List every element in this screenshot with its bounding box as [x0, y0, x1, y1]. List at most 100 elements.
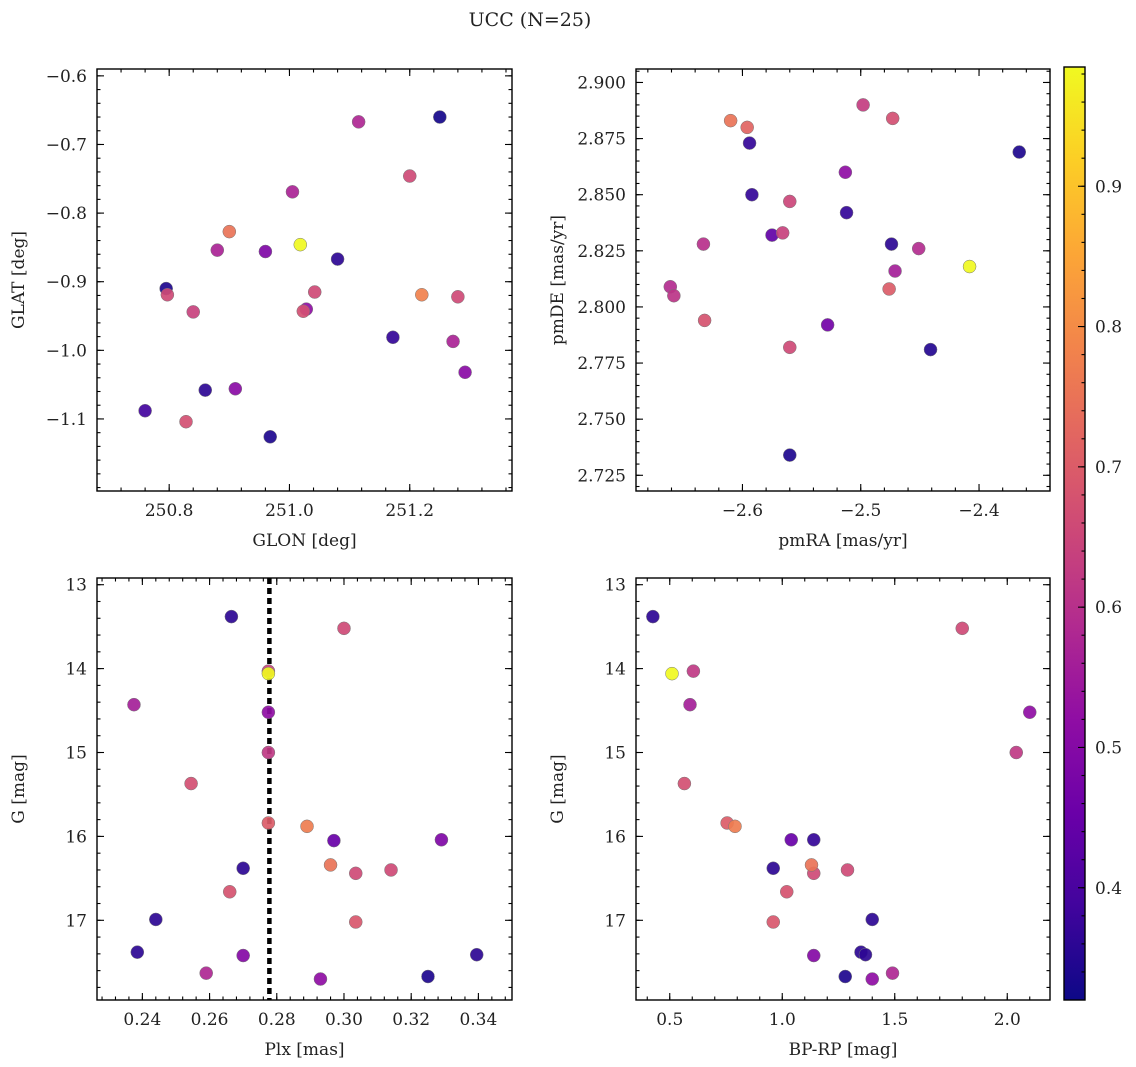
- data-point: [780, 885, 794, 899]
- data-point: [285, 185, 300, 199]
- data-point: [184, 776, 198, 791]
- colorbar-tick-label: 0.9: [1095, 177, 1122, 197]
- data-point: [962, 259, 977, 274]
- data-point: [723, 113, 738, 128]
- y-axis-label: G [mag]: [548, 754, 568, 823]
- y-tick-label: 2.750: [577, 410, 626, 430]
- data-point: [683, 697, 697, 712]
- y-tick-label: 2.725: [577, 466, 626, 486]
- data-point: [451, 290, 465, 304]
- data-point: [728, 819, 742, 834]
- data-point: [884, 237, 899, 251]
- data-point: [783, 194, 797, 209]
- y-tick-label: 16: [65, 827, 87, 847]
- data-point: [742, 136, 757, 150]
- data-point: [160, 288, 175, 302]
- colorbar-frame: [1063, 66, 1086, 1001]
- colorbar-tick-label: 0.5: [1095, 738, 1122, 758]
- data-point: [228, 382, 243, 396]
- data-point: [458, 365, 472, 380]
- panel-4: 0.5 1.0 1.5 2.0 13 14 15 16 17 BP-RP [mag] G [mag]: [548, 576, 1051, 1060]
- data-point: [323, 858, 338, 872]
- y-axis-label: G [mag]: [9, 754, 29, 823]
- data-point: [885, 966, 900, 980]
- data-point: [740, 120, 754, 135]
- data-point: [327, 833, 341, 848]
- colorbar-tick-label: 0.4: [1095, 879, 1122, 899]
- data-point: [911, 241, 926, 256]
- y-tick-label: −1.0: [46, 341, 87, 361]
- data-point: [783, 448, 797, 462]
- data-point: [307, 285, 322, 299]
- data-point: [696, 237, 711, 251]
- data-point: [236, 948, 250, 963]
- data-point: [646, 609, 660, 624]
- data-point: [839, 205, 854, 220]
- data-point: [784, 833, 798, 847]
- y-tick-label: 16: [604, 827, 626, 847]
- data-point: [888, 264, 902, 278]
- y-tick-label: 2.800: [577, 298, 626, 318]
- data-point: [138, 403, 152, 418]
- y-tick-label: −0.9: [46, 273, 87, 293]
- panel-2: −2.6 −2.5 −2.4 2.725 2.750 2.775 2.800 2.825 2.8…: [548, 68, 1051, 551]
- axes-frame: [635, 68, 1051, 492]
- data-point: [236, 861, 250, 876]
- data-point: [296, 304, 311, 318]
- data-point: [865, 912, 879, 927]
- data-point: [1023, 705, 1037, 719]
- y-tick-label: 2.775: [577, 354, 626, 374]
- data-point: [337, 621, 351, 636]
- x-tick-label: 251.0: [265, 501, 314, 521]
- y-tick-label: −1.1: [46, 410, 87, 430]
- data-point: [300, 819, 314, 834]
- data-point: [130, 945, 145, 959]
- data-point: [222, 224, 237, 239]
- x-tick-label: 0.28: [258, 1010, 296, 1030]
- figure-title: UCC (N=25): [469, 9, 592, 31]
- x-tick-label: 0.32: [392, 1010, 430, 1030]
- y-tick-label: 14: [65, 660, 87, 680]
- data-point: [351, 115, 366, 129]
- x-tick-label: 2.0: [994, 1010, 1021, 1030]
- data-point: [766, 915, 780, 929]
- data-point: [149, 912, 163, 927]
- data-point: [348, 915, 363, 929]
- data-point: [856, 98, 870, 112]
- data-point: [745, 187, 759, 202]
- data-point: [386, 330, 400, 345]
- data-point: [667, 288, 681, 303]
- x-tick-label: 251.2: [385, 501, 434, 521]
- axes-frame: [635, 577, 1051, 1001]
- data-point: [222, 885, 237, 899]
- x-axis-label: Plx [mas]: [264, 1040, 344, 1060]
- x-tick-label: 0.5: [656, 1010, 683, 1030]
- data-point: [210, 243, 225, 257]
- data-point: [179, 414, 193, 429]
- data-point: [955, 621, 969, 636]
- y-tick-label: 2.825: [577, 242, 626, 262]
- data-point: [865, 972, 879, 986]
- x-tick-label: 1.0: [769, 1010, 796, 1030]
- data-point: [766, 861, 780, 876]
- x-tick-label: 0.26: [191, 1010, 229, 1030]
- data-point: [263, 430, 277, 444]
- y-axis-label: GLAT [deg]: [9, 231, 29, 329]
- colorbar-tick-label: 0.8: [1095, 318, 1122, 338]
- x-tick-label: 0.34: [459, 1010, 497, 1030]
- x-axis-label: GLON [deg]: [252, 531, 356, 551]
- data-point: [1012, 145, 1026, 159]
- data-point: [186, 305, 200, 319]
- y-tick-label: −0.8: [46, 204, 87, 224]
- data-point: [348, 866, 363, 881]
- y-tick-label: 13: [604, 576, 626, 596]
- data-point: [677, 776, 692, 791]
- data-point: [858, 947, 873, 962]
- data-point: [807, 948, 821, 963]
- y-tick-label: −0.7: [46, 135, 87, 155]
- x-tick-label: 0.24: [123, 1010, 161, 1030]
- data-point: [199, 966, 213, 980]
- y-tick-label: 2.850: [577, 186, 626, 206]
- data-point: [421, 969, 435, 984]
- data-point: [665, 666, 679, 681]
